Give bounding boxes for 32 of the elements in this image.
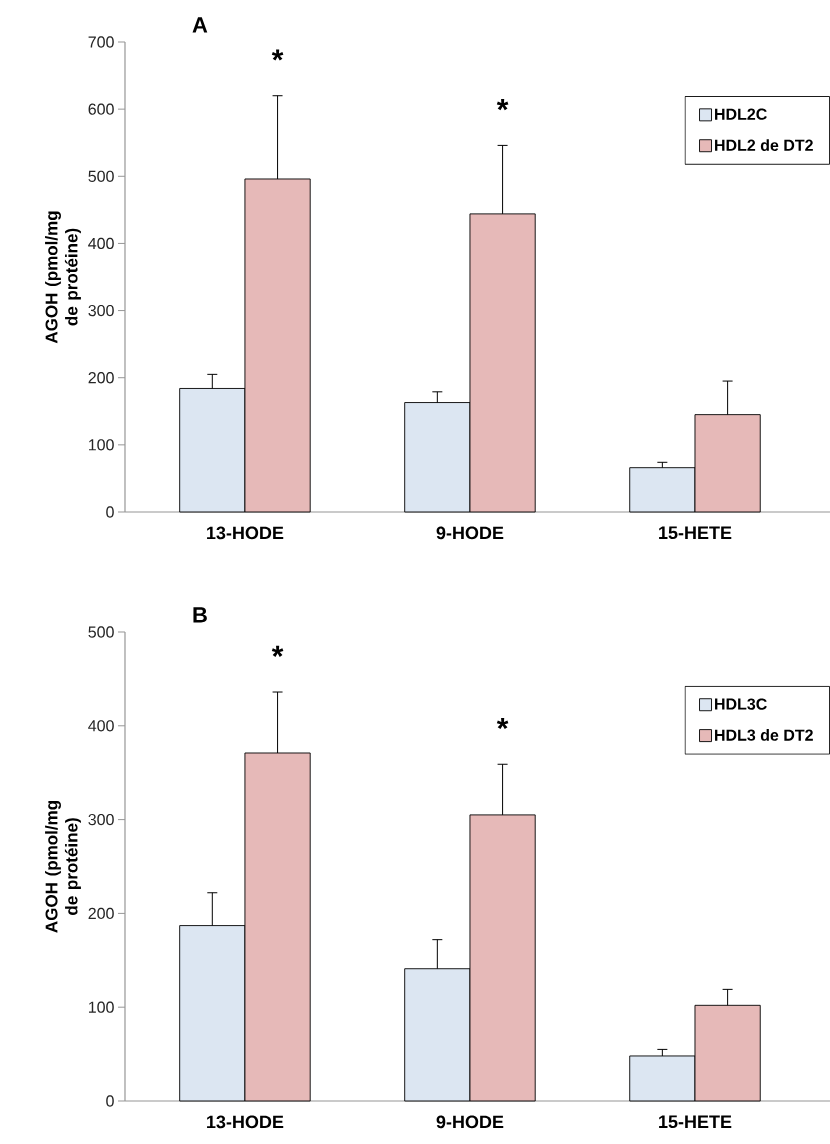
y-tick-label: 0 xyxy=(106,506,114,518)
y-tick-label: 500 xyxy=(88,626,114,638)
chart-title: B xyxy=(193,607,207,623)
annotation: * xyxy=(271,49,284,61)
y-tick-label: 400 xyxy=(88,237,114,250)
y-tick-label: 500 xyxy=(88,170,114,182)
x-tick-label: 13-HODE xyxy=(207,526,284,540)
annotation: * xyxy=(496,99,509,111)
y-tick-label: 300 xyxy=(88,304,114,317)
y-tick-label: 200 xyxy=(88,372,114,384)
y-tick-label: 300 xyxy=(88,813,114,826)
x-tick-label: 9-HODE xyxy=(436,526,504,540)
x-tick-label: 15-HETE xyxy=(659,526,732,540)
legend-label: HDL3 de DT2 xyxy=(715,729,813,741)
y-tick-label: 600 xyxy=(88,103,114,115)
y-tick-label: 0 xyxy=(106,1095,114,1107)
y-axis-title: AGOH (pmol/mg de protéine) xyxy=(45,801,81,933)
annotation: * xyxy=(496,717,509,730)
legend-label: HDL2 de DT2 xyxy=(715,139,813,151)
y-tick-label: 100 xyxy=(88,1001,114,1013)
y-tick-label: 400 xyxy=(88,720,114,732)
annotation: * xyxy=(271,645,284,657)
legend-label: HDL3C xyxy=(715,698,767,710)
x-tick-label: 9-HODE xyxy=(436,1115,504,1129)
y-axis-title: AGOH (pmol/mg de protéine) xyxy=(45,211,81,344)
y-tick-label: 200 xyxy=(88,907,114,920)
x-tick-label: 13-HODE xyxy=(207,1115,284,1129)
y-tick-label: 100 xyxy=(88,439,114,451)
y-tick-label: 700 xyxy=(88,36,114,48)
legend-label: HDL2C xyxy=(715,108,767,120)
x-tick-label: 15-HETE xyxy=(659,1115,732,1129)
chart-title: A xyxy=(192,17,208,33)
